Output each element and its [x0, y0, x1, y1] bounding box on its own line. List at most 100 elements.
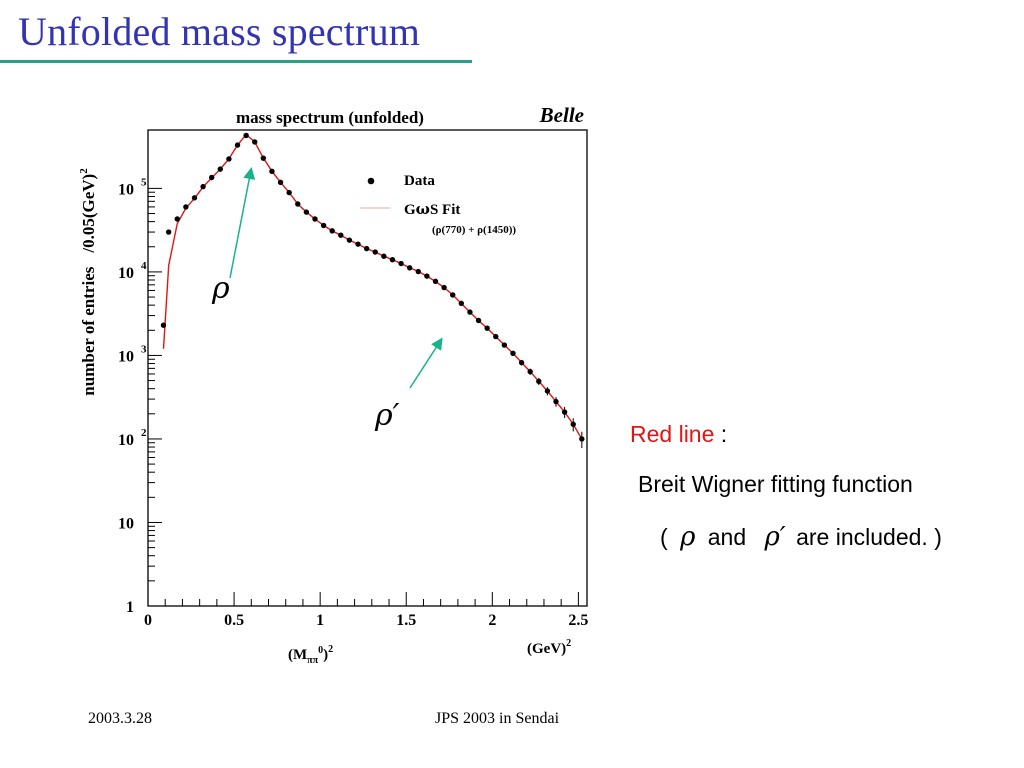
- data-point: [493, 333, 499, 340]
- data-point: [381, 253, 387, 259]
- data-point: [234, 142, 241, 148]
- data-point: [160, 322, 167, 328]
- red-line-label: Red line: [630, 421, 715, 447]
- legend-fit-label: GωS Fit: [404, 200, 460, 218]
- data-point: [458, 300, 465, 307]
- y-tick-label: 10: [118, 432, 134, 449]
- data-point: [338, 232, 344, 238]
- footer-date: 2003.3.28: [88, 710, 152, 727]
- data-point: [252, 139, 258, 145]
- footer-event: JPS 2003 in Sendai: [435, 710, 560, 727]
- legend: Data GωS Fit (ρ(770) + ρ(1450)): [360, 173, 516, 236]
- y-tick-label: 10: [118, 181, 134, 198]
- data-point: [191, 195, 198, 201]
- data-point: [475, 317, 482, 324]
- caption-rho-prime: ρ′: [764, 522, 786, 552]
- data-point: [295, 201, 301, 207]
- y-axis-label: number of entries/0.05(GeV)2: [78, 168, 98, 396]
- data-point: [536, 378, 542, 385]
- slide-title: Unfolded mass spectrum: [18, 9, 421, 54]
- data-point: [329, 228, 335, 234]
- legend-fit-note: (ρ(770) + ρ(1450)): [432, 224, 516, 236]
- y-tick-exponent: 4: [141, 260, 147, 272]
- caption-and: and: [707, 524, 747, 550]
- data-point: [484, 325, 490, 331]
- data-point: [372, 249, 378, 255]
- belle-tag: Belle: [539, 103, 584, 127]
- data-point: [286, 189, 292, 196]
- data-point: [363, 245, 370, 252]
- data-point: [561, 409, 568, 415]
- y-tick-label: 1: [126, 599, 134, 616]
- data-point: [510, 350, 516, 357]
- caption-function: Breit Wigner fitting function: [638, 471, 913, 497]
- data-point: [165, 229, 172, 235]
- caption-open-paren: (: [660, 524, 668, 550]
- caption-rho: ρ: [680, 522, 696, 552]
- data-point: [406, 265, 413, 271]
- y-tick-exponent: 3: [141, 343, 147, 355]
- data-point: [346, 237, 353, 243]
- data-point: [243, 132, 249, 139]
- y-tick-exponent: 5: [141, 176, 147, 188]
- rho-prime-label: ρ′: [374, 398, 400, 433]
- legend-data-marker: [367, 177, 375, 185]
- x-tick-label: 0: [144, 612, 152, 629]
- title-underline: [0, 60, 472, 63]
- data-point: [415, 268, 421, 275]
- data-point: [441, 284, 447, 291]
- data-point: [303, 209, 310, 215]
- data-point: [432, 278, 439, 285]
- chart-title: mass spectrum (unfolded): [236, 108, 424, 127]
- rho-label: ρ: [211, 271, 230, 306]
- data-point: [183, 204, 189, 210]
- data-point: [579, 436, 585, 442]
- y-tick-exponent: 2: [141, 427, 147, 439]
- y-tick-label: 10: [118, 265, 134, 282]
- data-point: [544, 388, 551, 394]
- data-point: [389, 256, 396, 263]
- y-axis: 1 10 10 2 10 3 10 4 10 5: [118, 176, 162, 616]
- data-point: [200, 183, 206, 190]
- data-point: [208, 174, 215, 181]
- data-point: [269, 168, 275, 175]
- caption-close: are included. ): [796, 524, 942, 550]
- data-point: [277, 179, 284, 186]
- data-point: [312, 216, 318, 222]
- legend-data-label: Data: [404, 173, 435, 189]
- y-tick-label: 10: [118, 515, 134, 532]
- data-point: [355, 241, 361, 247]
- data-point: [226, 156, 232, 162]
- x-tick-label: 1: [316, 612, 324, 629]
- data-point: [501, 342, 508, 348]
- data-point: [527, 368, 533, 375]
- y-tick-label: 10: [118, 348, 134, 365]
- x-tick-label: 1.5: [396, 612, 416, 629]
- data-point: [260, 155, 267, 161]
- data-point: [398, 260, 404, 267]
- rho-arrow: [229, 167, 256, 279]
- data-point: [518, 359, 525, 366]
- data-point: [570, 421, 576, 427]
- caption-red-line: Red line :: [630, 421, 727, 448]
- x-tick-label: 0.5: [224, 612, 244, 629]
- data-point: [320, 222, 327, 229]
- caption-included: ( ρ and ρ′ are included. ): [660, 522, 942, 552]
- red-line-colon: :: [714, 421, 728, 447]
- x-axis: 0 0.5 1 1.5 2 2.5: [144, 592, 588, 629]
- data-point: [217, 166, 224, 172]
- data-point: [174, 216, 180, 222]
- x-tick-label: 2: [488, 612, 496, 629]
- x-axis-label: (Mππ0)2: [288, 644, 333, 666]
- data-points: [160, 132, 585, 442]
- x-tick-label: 2.5: [568, 612, 588, 629]
- rho-prime-arrow: [409, 337, 443, 389]
- data-point: [450, 292, 456, 298]
- error-bars: [162, 318, 583, 448]
- x-axis-unit: (GeV)2: [527, 638, 571, 657]
- data-point: [553, 398, 559, 405]
- plot-frame: [147, 129, 588, 607]
- data-point: [424, 273, 430, 279]
- data-point: [467, 309, 473, 315]
